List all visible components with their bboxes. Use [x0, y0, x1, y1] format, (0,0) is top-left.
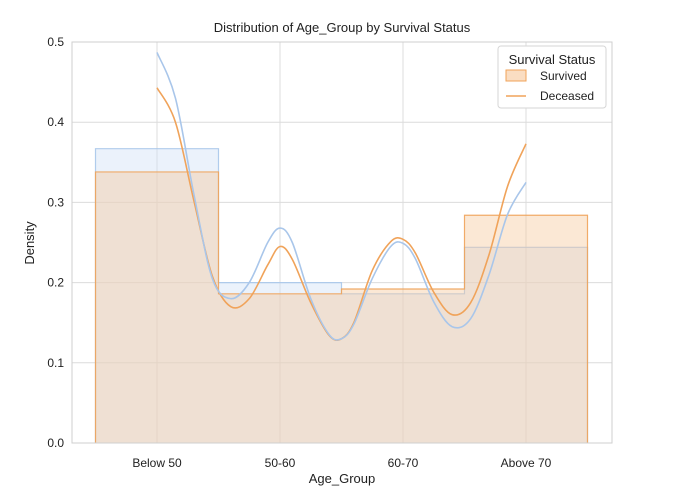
plot-frame — [71, 41, 613, 444]
chart-title: Distribution of Age_Group by Survival St… — [214, 20, 471, 35]
x-tick-label: Below 50 — [132, 456, 182, 470]
y-tick-label: 0.1 — [47, 356, 64, 370]
bars-deceased — [94, 148, 589, 443]
x-tick-label: 60-70 — [388, 456, 419, 470]
bar-survived — [464, 215, 588, 443]
y-tick-label: 0.4 — [47, 115, 64, 129]
y-axis-label: Density — [22, 221, 37, 265]
bars-survived — [94, 171, 589, 443]
legend-title: Survival Status — [509, 52, 596, 67]
x-axis-label: Age_Group — [309, 471, 376, 486]
bar-deceased — [95, 148, 219, 443]
legend-swatch-survived — [505, 69, 527, 82]
y-tick-label: 0.2 — [47, 276, 64, 290]
bar-deceased — [218, 282, 342, 443]
step-outline-deceased — [94, 148, 589, 443]
legend-box — [497, 45, 607, 109]
y-tick-label: 0.0 — [47, 436, 64, 450]
bar-survived — [218, 293, 342, 443]
bar-deceased — [464, 247, 588, 443]
step-outline-survived — [94, 171, 589, 443]
bar-survived — [341, 289, 465, 443]
y-tick-label: 0.3 — [47, 195, 64, 209]
legend: Survival Status Survived Deceased — [497, 45, 607, 109]
kde-line-deceased — [156, 52, 527, 341]
legend-label-deceased: Deceased — [540, 89, 594, 103]
bar-survived — [95, 171, 219, 443]
legend-label-survived: Survived — [540, 69, 587, 83]
y-tick-label: 0.5 — [47, 35, 64, 49]
x-tick-label: Above 70 — [501, 456, 552, 470]
x-tick-label: 50-60 — [265, 456, 296, 470]
